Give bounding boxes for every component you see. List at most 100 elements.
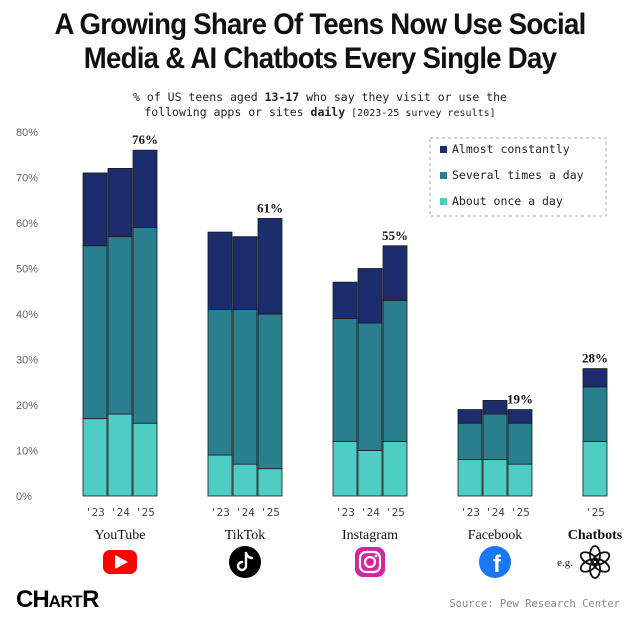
bar-segment-several (507, 422, 533, 465)
y-tick-label: 20% (16, 400, 38, 412)
legend-swatch (440, 198, 447, 205)
bar-segment-almost (332, 281, 358, 319)
chatbot-example-note: e.g. (557, 557, 573, 569)
x-tick-label: '23 (335, 506, 355, 519)
bar-segment-almost (207, 231, 233, 310)
y-tick-label: 80% (16, 127, 38, 139)
bar-total-label: 28% (582, 351, 608, 366)
x-tick-label: '25 (260, 506, 280, 519)
chart-subtitle: % of US teens aged 13-17 who say they vi… (40, 90, 600, 121)
bar-segment-once (132, 422, 158, 497)
source-note: Source: Pew Research Center (449, 598, 620, 610)
bar-segment-almost (82, 172, 108, 247)
instagram-icon-frame (358, 550, 382, 574)
bar-segment-once (257, 468, 283, 497)
bar-segment-once (357, 450, 383, 497)
tiktok-icon-note (236, 551, 254, 572)
youtube-icon (103, 550, 137, 574)
youtube-icon-play (115, 555, 128, 569)
facebook-icon-bg (479, 546, 511, 578)
facebook-icon: f (479, 546, 511, 578)
y-tick-label: 30% (16, 355, 38, 367)
legend-label: Several times a day (452, 168, 584, 182)
bar-segment-almost (357, 268, 383, 324)
platform-label: TikTok (225, 528, 266, 543)
bar-segment-several (457, 422, 483, 461)
platform-label: Chatbots (568, 528, 623, 543)
instagram-icon-dot (374, 554, 378, 558)
chart-title: A Growing Share Of Teens Now Use Social … (26, 8, 615, 76)
bar-segment-several (382, 299, 408, 442)
openai-icon: e.g. (557, 545, 611, 579)
bar-total-label: 76% (132, 132, 158, 147)
x-tick-label: '24 (110, 506, 130, 519)
chartr-logo: CHARTR (16, 586, 99, 613)
bar-segment-almost (107, 167, 133, 238)
bar-segment-almost (232, 236, 258, 310)
bar-segment-several (132, 227, 158, 424)
bar-segment-almost (457, 409, 483, 424)
bar-segment-once (457, 459, 483, 497)
bar-segment-almost (257, 218, 283, 315)
bar-segment-once (232, 463, 258, 497)
y-tick-label: 60% (16, 218, 38, 230)
bar-segment-once (82, 418, 108, 497)
facebook-icon-letter: f (493, 551, 502, 578)
instagram-icon-lens (363, 555, 377, 569)
bar-segment-several (232, 309, 258, 465)
tiktok-icon (229, 546, 261, 578)
bar-segment-almost (382, 245, 408, 301)
bar-segment-once (107, 413, 133, 497)
legend-swatch (440, 146, 447, 153)
y-tick-label: 40% (16, 309, 38, 321)
x-tick-label: '23 (85, 506, 105, 519)
subtitle-line-2: following apps or sites daily [2023-25 s… (144, 105, 496, 119)
bar-segment-several (582, 386, 608, 442)
title-line-1: A Growing Share Of Teens Now Use Social (54, 8, 586, 41)
bar-total-label: 55% (382, 228, 408, 243)
legend-label: About once a day (452, 194, 563, 208)
bar-segment-several (82, 245, 108, 420)
legend-label: Almost constantly (452, 142, 570, 156)
bar-segment-once (382, 440, 408, 497)
x-tick-label: '25 (510, 506, 530, 519)
bar-segment-once (207, 454, 233, 497)
openai-icon-petal (579, 551, 599, 566)
subtitle-line-1: % of US teens aged 13-17 who say they vi… (133, 90, 507, 104)
title-line-2: Media & AI Chatbots Every Single Day (83, 42, 557, 75)
legend: Almost constantly Several times a day Abou… (429, 137, 607, 217)
bar-segment-once (582, 440, 608, 497)
instagram-icon (355, 547, 385, 577)
bar-segment-several (357, 322, 383, 451)
bar-segment-several (257, 313, 283, 470)
y-tick-label: 10% (16, 446, 38, 458)
bar-total-label: 61% (257, 200, 283, 215)
x-tick-label: '25 (585, 506, 605, 519)
bar-segment-once (332, 440, 358, 497)
bar-segment-once (507, 463, 533, 497)
y-tick-label: 0% (16, 491, 32, 503)
x-tick-label: '25 (135, 506, 155, 519)
x-tick-label: '24 (485, 506, 505, 519)
x-tick-label: '23 (210, 506, 230, 519)
platform-label: YouTube (95, 528, 146, 543)
bar-segment-several (207, 309, 233, 456)
bar-segment-several (332, 318, 358, 442)
bar-segment-several (107, 236, 133, 415)
bar-segment-once (482, 459, 508, 497)
platform-label: Facebook (468, 528, 522, 543)
bar-segment-almost (482, 400, 508, 415)
platform-label: Instagram (342, 528, 398, 543)
bar-segment-almost (507, 409, 533, 424)
x-tick-label: '25 (385, 506, 405, 519)
legend-swatch (440, 172, 447, 179)
x-tick-label: '23 (460, 506, 480, 519)
y-tick-label: 50% (16, 264, 38, 276)
y-tick-label: 70% (16, 173, 38, 185)
x-tick-label: '24 (235, 506, 255, 519)
legend-frame (429, 137, 607, 217)
bar-segment-several (482, 413, 508, 461)
bar-segment-almost (582, 368, 608, 388)
bar-segment-almost (132, 149, 158, 228)
